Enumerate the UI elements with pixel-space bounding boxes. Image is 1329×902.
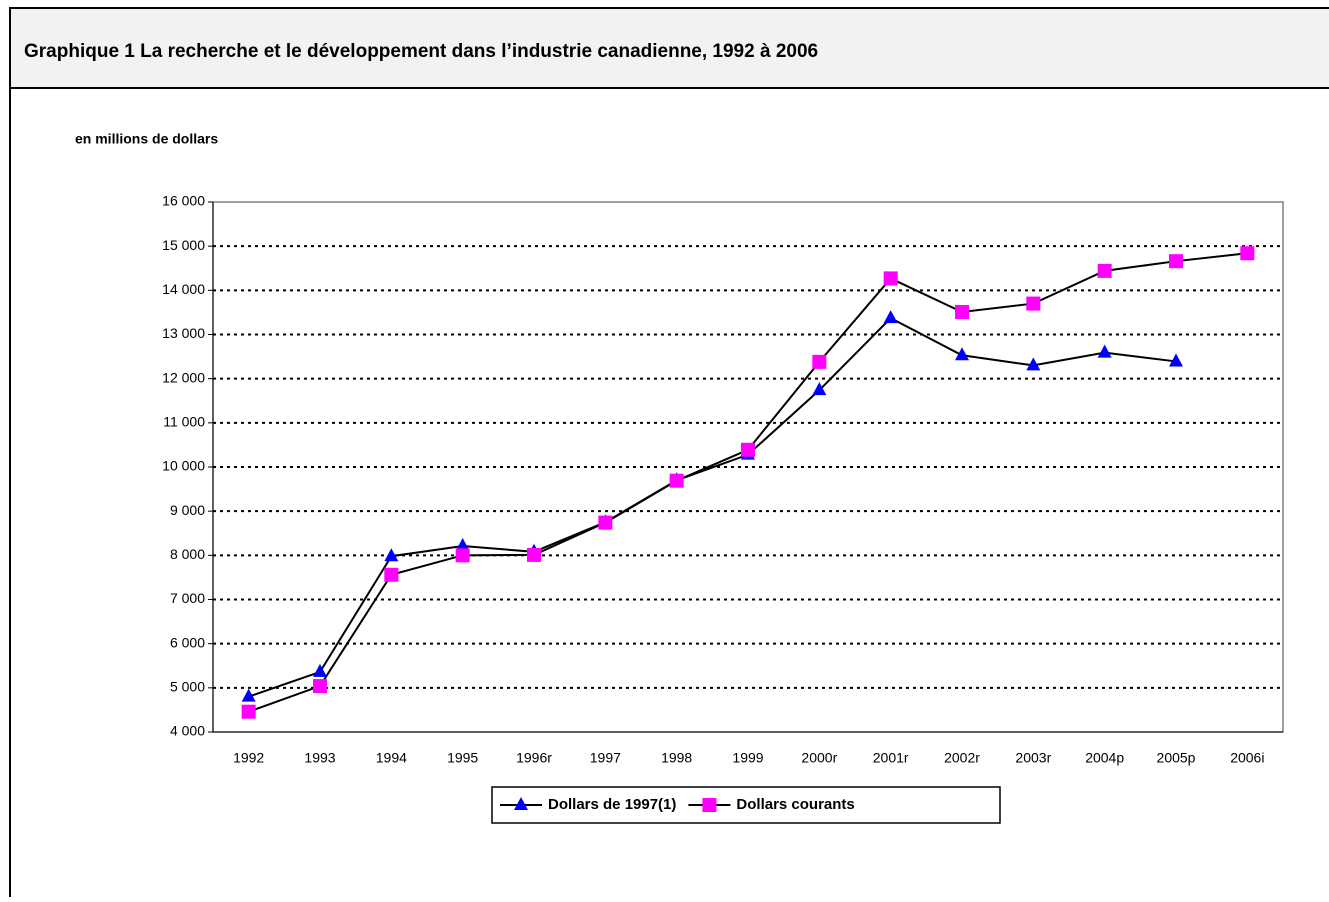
- marker: [1026, 357, 1041, 371]
- marker: [812, 382, 827, 396]
- marker: [514, 797, 528, 810]
- marker: [241, 688, 256, 702]
- x-tick-label: 2003r: [1015, 750, 1051, 766]
- marker: [313, 663, 327, 677]
- marker: [384, 548, 399, 562]
- x-tick-label: 1992: [233, 750, 264, 766]
- x-tick-label: 1994: [376, 750, 407, 766]
- x-tick-label: 1998: [661, 750, 692, 766]
- marker: [598, 515, 613, 530]
- y-axis-label: en millions de dollars: [75, 131, 218, 147]
- y-tick-label: 8 000: [170, 546, 205, 562]
- x-tick-label: 2000r: [801, 750, 837, 766]
- y-tick-label: 14 000: [162, 281, 205, 297]
- marker: [1097, 344, 1112, 358]
- marker: [455, 548, 470, 563]
- marker: [241, 704, 256, 719]
- x-tick-label: 1995: [447, 750, 478, 766]
- y-tick-label: 10 000: [162, 458, 205, 474]
- legend-label: Dollars de 1997(1): [548, 796, 676, 813]
- x-tick-label: 2001r: [873, 750, 909, 766]
- y-tick-label: 13 000: [162, 325, 205, 341]
- x-tick-label: 2002r: [944, 750, 980, 766]
- x-tick-label: 1993: [304, 750, 335, 766]
- marker: [812, 354, 827, 369]
- marker: [1240, 246, 1255, 261]
- x-tick-label: 2005p: [1157, 750, 1196, 766]
- marker: [883, 271, 898, 286]
- y-tick-label: 12 000: [162, 369, 205, 385]
- marker: [1097, 263, 1112, 278]
- y-tick-label: 11 000: [163, 414, 205, 430]
- series-line: [248, 316, 1177, 698]
- marker: [702, 798, 717, 812]
- marker: [955, 347, 969, 361]
- marker: [669, 473, 684, 488]
- chart-title: Graphique 1 La recherche et le développe…: [24, 41, 818, 62]
- marker: [384, 567, 399, 582]
- y-tick-label: 5 000: [170, 679, 205, 695]
- y-tick-label: 4 000: [170, 723, 205, 739]
- marker: [313, 679, 327, 694]
- legend-label: Dollars courants: [736, 796, 854, 813]
- marker: [1169, 254, 1183, 269]
- marker: [455, 538, 470, 552]
- marker: [527, 547, 541, 562]
- y-tick-label: 7 000: [170, 590, 205, 606]
- x-tick-label: 1996r: [516, 750, 552, 766]
- x-tick-label: 2004p: [1085, 750, 1124, 766]
- x-tick-label: 2006i: [1230, 750, 1264, 766]
- x-tick-label: 1999: [732, 750, 763, 766]
- header-box: [9, 7, 1329, 89]
- y-tick-label: 9 000: [170, 502, 205, 518]
- marker: [1026, 296, 1041, 311]
- marker: [741, 442, 755, 457]
- marker: [955, 304, 969, 319]
- marker: [883, 310, 898, 324]
- y-tick-label: 15 000: [162, 237, 205, 253]
- y-tick-label: 16 000: [162, 193, 205, 209]
- marker: [1169, 353, 1183, 367]
- legend-box: [491, 786, 1001, 824]
- x-tick-label: 1997: [590, 750, 621, 766]
- y-tick-label: 6 000: [170, 634, 205, 650]
